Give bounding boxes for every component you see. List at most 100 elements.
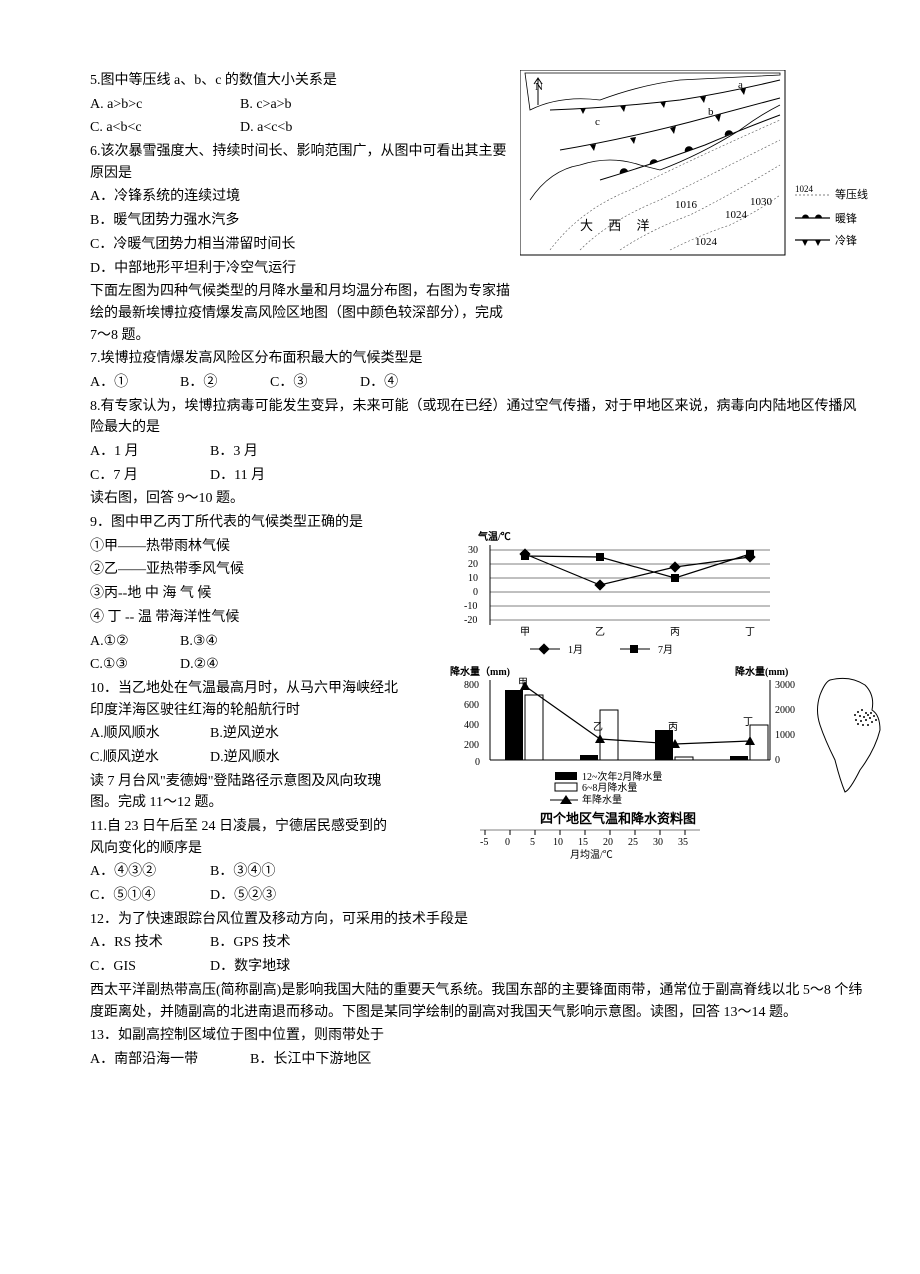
svg-text:1024: 1024 (795, 184, 814, 194)
q11-opt-b: B．③④① (210, 861, 330, 883)
intro-11-12: 读 7 月台风"麦德姆"登陆路径示意图及风向玫瑰图。完成 11～12 题。 (90, 771, 400, 814)
q9-stem: 9．图中甲乙丙丁所代表的气候类型正确的是 (90, 512, 430, 534)
svg-text:c: c (595, 116, 600, 128)
svg-text:5: 5 (530, 837, 535, 848)
svg-text:800: 800 (464, 680, 479, 691)
q8-opt-c: C．7 月 (90, 465, 210, 487)
q10-stem: 10．当乙地处在气温最高月时，从马六甲海峡经北印度洋海区驶往红海的轮船航行时 (90, 678, 400, 721)
q7-opt-c: C．③ (270, 372, 360, 394)
svg-text:气温/℃: 气温/℃ (477, 530, 511, 543)
svg-text:乙: 乙 (595, 626, 605, 638)
q11-opt-d: D．⑤②③ (210, 885, 330, 907)
q12-opt-c: C．GIS (90, 956, 210, 978)
q9-opt-a: A.①② (90, 631, 180, 653)
q13-stem: 13．如副高控制区域位于图中位置，则雨带处于 (90, 1025, 870, 1047)
q9-o4: ④ 丁 -- 温 带海洋性气候 (90, 607, 430, 629)
q7-stem: 7.埃博拉疫情爆发高风险区分布面积最大的气候类型是 (90, 348, 510, 370)
q6-stem: 6.该次暴雪强度大、持续时间长、影响范围广，从图中可看出其主要原因是 (90, 141, 510, 184)
q6-opt-d: D．中部地形平坦利于冷空气运行 (90, 258, 510, 280)
svg-text:400: 400 (464, 720, 479, 731)
q7-opt-b: B．② (180, 372, 270, 394)
q12-opt-d: D．数字地球 (210, 956, 330, 978)
q12-stem: 12．为了快速跟踪台风位置及移动方向，可采用的技术手段是 (90, 909, 870, 931)
q6-opt-b: B．暖气团势力强水汽多 (90, 210, 510, 232)
intro-9-10: 读右图，回答 9～10 题。 (90, 488, 870, 510)
q11-opt-a: A．④③② (90, 861, 210, 883)
svg-text:0: 0 (505, 837, 510, 848)
svg-text:丙: 丙 (670, 627, 680, 638)
svg-text:15: 15 (578, 837, 588, 848)
svg-text:冷锋: 冷锋 (835, 234, 857, 247)
q5-opt-b: B. c>a>b (240, 94, 390, 116)
svg-text:1000: 1000 (775, 730, 795, 741)
svg-text:7月: 7月 (658, 644, 673, 656)
svg-text:丁: 丁 (743, 717, 753, 728)
q5-opt-c: C. a<b<c (90, 117, 240, 139)
q9-opt-d: D.②④ (180, 654, 270, 676)
q5-opt-d: D. a<c<b (240, 117, 390, 139)
svg-text:1024: 1024 (695, 236, 718, 248)
q12-opt-a: A．RS 技术 (90, 932, 210, 954)
svg-text:-5: -5 (480, 837, 488, 848)
q7-opt-d: D．④ (360, 372, 450, 394)
q9-o1: ①甲——热带雨林气候 (90, 536, 430, 558)
svg-text:降水量（mm): 降水量（mm) (450, 665, 510, 678)
q10-opt-b: B.逆风逆水 (210, 723, 330, 745)
svg-text:乙: 乙 (593, 721, 603, 733)
svg-text:600: 600 (464, 700, 479, 711)
svg-text:20: 20 (603, 837, 613, 848)
q9-o2: ②乙——亚热带季风气候 (90, 559, 430, 581)
svg-text:35: 35 (678, 837, 688, 848)
svg-text:暖锋: 暖锋 (835, 212, 857, 225)
q10-opt-d: D.逆风顺水 (210, 747, 330, 769)
svg-text:3000: 3000 (775, 680, 795, 691)
q10-opt-c: C.顺风逆水 (90, 747, 210, 769)
q8-stem: 8.有专家认为，埃博拉病毒可能发生变异，未来可能（或现在已经）通过空气传播，对于… (90, 396, 870, 439)
svg-text:0: 0 (775, 755, 780, 766)
svg-text:10: 10 (553, 837, 563, 848)
svg-text:降水量(mm): 降水量(mm) (735, 665, 788, 678)
svg-text:1024: 1024 (725, 209, 748, 221)
svg-text:25: 25 (628, 837, 638, 848)
svg-text:大 西 洋: 大 西 洋 (580, 218, 656, 233)
svg-text:0: 0 (475, 757, 480, 768)
svg-text:30: 30 (468, 545, 478, 556)
q12-opt-b: B．GPS 技术 (210, 932, 330, 954)
q7-opt-a: A．① (90, 372, 180, 394)
q11-opt-c: C．⑤①④ (90, 885, 210, 907)
svg-text:2000: 2000 (775, 705, 795, 716)
svg-text:0: 0 (473, 587, 478, 598)
svg-text:-20: -20 (464, 615, 477, 626)
figure-weather-map: N 1016 1024 1030 1024 a b c (520, 70, 880, 260)
q6-opt-a: A．冷锋系统的连续过境 (90, 186, 510, 208)
q10-opt-a: A.顺风顺水 (90, 723, 210, 745)
svg-text:-10: -10 (464, 601, 477, 612)
q8-opt-d: D．11 月 (210, 465, 330, 487)
q11-stem: 11.自 23 日午后至 24 日凌晨，宁德居民感受到的风向变化的顺序是 (90, 816, 400, 859)
svg-text:月均温/℃: 月均温/℃ (570, 849, 613, 861)
svg-text:1016: 1016 (675, 199, 698, 211)
q6-opt-c: C．冷暖气团势力相当滞留时间长 (90, 234, 510, 256)
svg-text:四个地区气温和降水资料图: 四个地区气温和降水资料图 (540, 811, 696, 826)
svg-text:30: 30 (653, 837, 663, 848)
q8-opt-a: A．1 月 (90, 441, 210, 463)
q13-opt-b: B．长江中下游地区 (250, 1049, 430, 1071)
q9-opt-b: B.③④ (180, 631, 270, 653)
q5-opt-a: A. a>b>c (90, 94, 240, 116)
figure-africa-map (800, 670, 900, 800)
q13-opt-a: A．南部沿海一带 (90, 1049, 250, 1071)
svg-text:丁: 丁 (745, 627, 755, 638)
svg-text:甲: 甲 (520, 627, 530, 638)
svg-text:12~次年2月降水量: 12~次年2月降水量 (582, 770, 662, 783)
svg-text:10: 10 (468, 573, 478, 584)
svg-text:年降水量: 年降水量 (582, 793, 622, 806)
q9-opt-c: C.①③ (90, 654, 180, 676)
svg-text:丙: 丙 (668, 722, 678, 733)
svg-text:200: 200 (464, 740, 479, 751)
intro-13-14: 西太平洋副热带高压(简称副高)是影响我国大陆的重要天气系统。我国东部的主要锋面雨… (90, 980, 870, 1023)
q5-stem: 5.图中等压线 a、b、c 的数值大小关系是 (90, 70, 510, 92)
q8-opt-b: B．3 月 (210, 441, 330, 463)
svg-text:1月: 1月 (568, 644, 583, 656)
svg-text:等压线: 等压线 (835, 187, 868, 201)
intro-7-8: 下面左图为四种气候类型的月降水量和月均温分布图，右图为专家描绘的最新埃博拉疫情爆… (90, 281, 510, 346)
